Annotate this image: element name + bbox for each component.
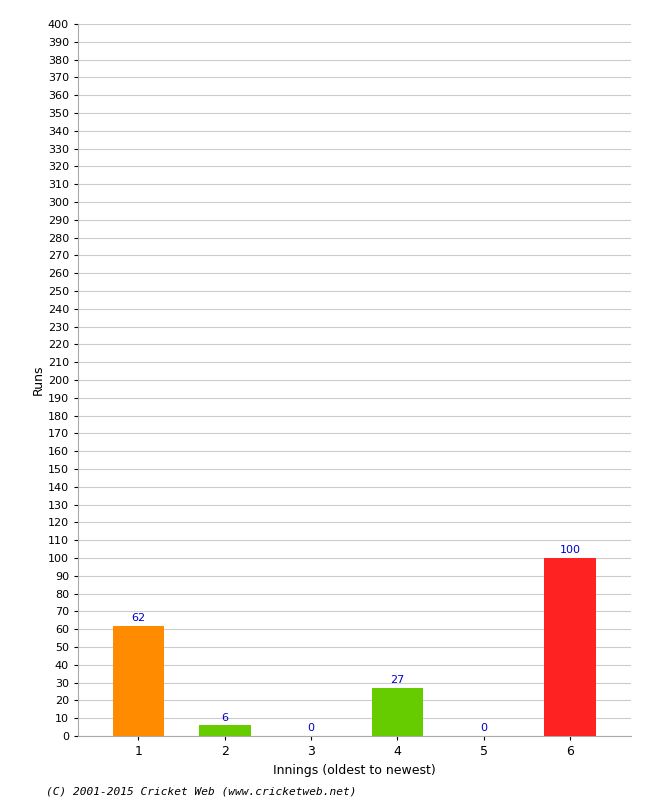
Bar: [544, 558, 596, 736]
Bar: [199, 726, 251, 736]
Text: (C) 2001-2015 Cricket Web (www.cricketweb.net): (C) 2001-2015 Cricket Web (www.cricketwe…: [46, 786, 356, 796]
Bar: [372, 688, 423, 736]
X-axis label: Innings (oldest to newest): Innings (oldest to newest): [273, 763, 436, 777]
Text: 0: 0: [307, 723, 315, 734]
Y-axis label: Runs: Runs: [32, 365, 45, 395]
Text: 100: 100: [560, 546, 580, 555]
Text: 62: 62: [131, 613, 146, 623]
Text: 6: 6: [221, 713, 228, 722]
Text: 27: 27: [390, 675, 404, 686]
Text: 0: 0: [480, 723, 488, 734]
Bar: [112, 626, 164, 736]
